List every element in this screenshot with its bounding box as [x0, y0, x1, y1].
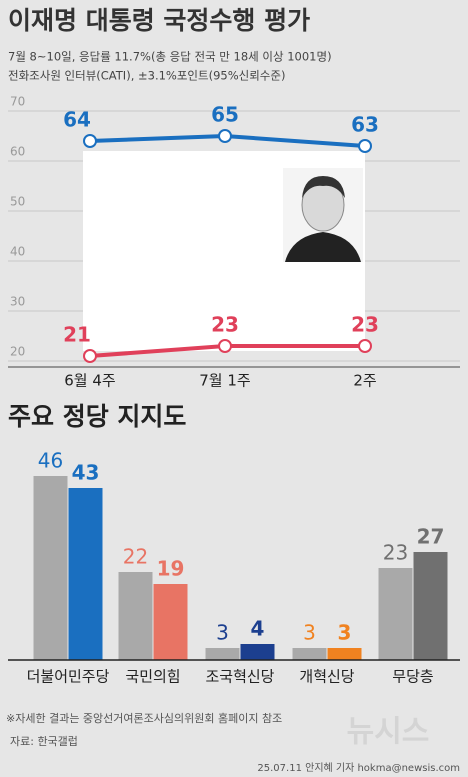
- data-label: 19: [157, 557, 185, 581]
- bar: [240, 644, 275, 660]
- x-tick-label: 7월 1주: [199, 372, 250, 390]
- y-tick-label: 40: [10, 245, 25, 259]
- y-tick-label: 60: [10, 145, 25, 159]
- bar: [33, 476, 68, 660]
- footer-source: 자료: 한국갤럽: [10, 734, 78, 748]
- point: [358, 139, 372, 153]
- suit: [285, 232, 361, 262]
- data-label: 46: [38, 449, 63, 473]
- y-tick-label: 30: [10, 295, 25, 309]
- point: [358, 339, 372, 353]
- point: [218, 339, 232, 353]
- bar: [118, 572, 153, 660]
- hair: [302, 176, 345, 198]
- bar: [413, 552, 448, 660]
- chart-title: 이재명 대통령 국정수행 평가: [8, 6, 310, 35]
- data-label: 63: [351, 113, 379, 137]
- bar: [292, 648, 327, 660]
- point: [218, 129, 232, 143]
- section-title: 주요 정당 지지도: [8, 402, 186, 431]
- data-label: 23: [211, 313, 239, 337]
- data-label: 27: [417, 525, 445, 549]
- x-tick-label: 무당층: [392, 668, 433, 686]
- data-label: 43: [72, 461, 100, 485]
- data-label: 3: [303, 621, 316, 645]
- data-label: 64: [63, 108, 91, 132]
- watermark: 뉴시스: [347, 715, 430, 750]
- x-tick-label: 국민의힘: [125, 668, 180, 686]
- data-label: 23: [383, 541, 408, 565]
- x-tick-label: 개혁신당: [299, 668, 354, 686]
- footer-note: ※자세한 결과는 중앙선거여론조사심의위원회 홈페이지 참조: [6, 711, 282, 725]
- bar: [68, 488, 103, 660]
- y-tick-label: 50: [10, 195, 25, 209]
- subtitle: 7월 8~10일, 응답률 11.7%(총 응답 전국 만 18세 이상 100…: [8, 50, 332, 64]
- data-label: 3: [216, 621, 229, 645]
- bar: [205, 648, 240, 660]
- data-label: 3: [338, 621, 352, 645]
- footer-credit: 25.07.11 안지혜 기자 hokma@newsis.com: [257, 762, 460, 774]
- y-tick-label: 20: [10, 345, 25, 359]
- data-label: 22: [123, 545, 148, 569]
- y-tick-label: 70: [10, 95, 25, 109]
- x-tick-label: 더불어민주당: [27, 668, 110, 686]
- x-tick-label: 조국혁신당: [205, 668, 274, 686]
- point: [83, 349, 97, 363]
- data-label: 65: [211, 103, 239, 127]
- data-label: 21: [63, 323, 91, 347]
- x-tick-label: 2주: [353, 372, 376, 390]
- subtitle: 전화조사원 인터뷰(CATI), ±3.1%포인트(95%신뢰수준): [8, 69, 285, 83]
- portrait: [283, 168, 363, 262]
- data-label: 23: [351, 313, 379, 337]
- bar: [153, 584, 188, 660]
- bar: [378, 568, 413, 660]
- bar: [327, 648, 362, 660]
- point: [83, 134, 97, 148]
- x-tick-label: 6월 4주: [64, 372, 115, 390]
- data-label: 4: [251, 617, 265, 641]
